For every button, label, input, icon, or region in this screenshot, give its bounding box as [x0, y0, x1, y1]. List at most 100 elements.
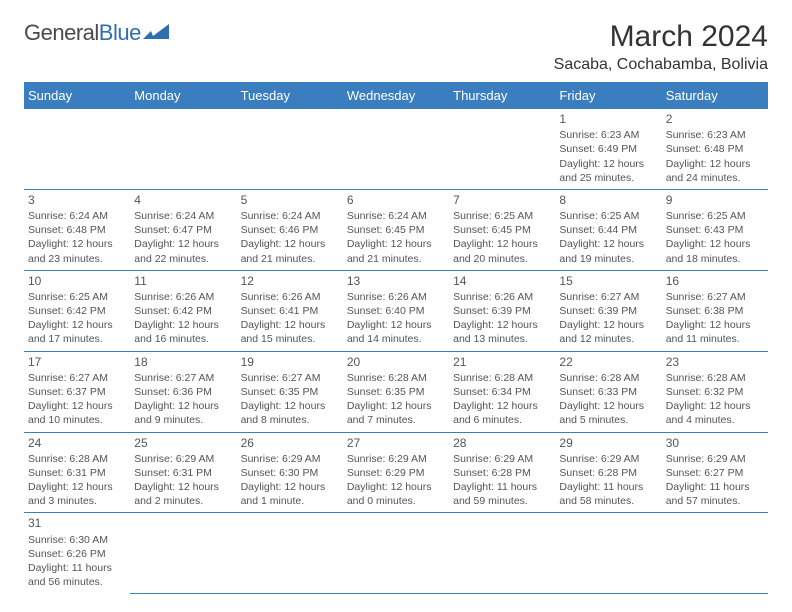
daylight-text: and 21 minutes. [347, 252, 445, 266]
daylight-text: and 20 minutes. [453, 252, 551, 266]
daylight-text: and 9 minutes. [134, 413, 232, 427]
sunset-text: Sunset: 6:37 PM [28, 385, 126, 399]
calendar-day-cell: 30Sunrise: 6:29 AMSunset: 6:27 PMDayligh… [662, 432, 768, 513]
daylight-text: Daylight: 12 hours [559, 399, 657, 413]
sunrise-text: Sunrise: 6:28 AM [28, 452, 126, 466]
daylight-text: Daylight: 12 hours [347, 237, 445, 251]
calendar-day-cell: 11Sunrise: 6:26 AMSunset: 6:42 PMDayligh… [130, 270, 236, 351]
calendar-day-cell: 23Sunrise: 6:28 AMSunset: 6:32 PMDayligh… [662, 351, 768, 432]
sunset-text: Sunset: 6:43 PM [666, 223, 764, 237]
sunset-text: Sunset: 6:35 PM [347, 385, 445, 399]
calendar-empty-cell [24, 109, 130, 189]
daylight-text: Daylight: 11 hours [666, 480, 764, 494]
day-number: 2 [666, 111, 764, 127]
daylight-text: and 22 minutes. [134, 252, 232, 266]
sunrise-text: Sunrise: 6:27 AM [28, 371, 126, 385]
weekday-header: Sunday [24, 82, 130, 109]
sunset-text: Sunset: 6:39 PM [559, 304, 657, 318]
daylight-text: and 4 minutes. [666, 413, 764, 427]
calendar-body: 1Sunrise: 6:23 AMSunset: 6:49 PMDaylight… [24, 109, 768, 593]
day-number: 13 [347, 273, 445, 289]
sunset-text: Sunset: 6:31 PM [28, 466, 126, 480]
calendar-empty-cell [662, 513, 768, 593]
calendar-empty-cell [237, 109, 343, 189]
calendar-day-cell: 13Sunrise: 6:26 AMSunset: 6:40 PMDayligh… [343, 270, 449, 351]
daylight-text: Daylight: 12 hours [134, 399, 232, 413]
brand-part1: General [24, 20, 99, 46]
calendar-day-cell: 24Sunrise: 6:28 AMSunset: 6:31 PMDayligh… [24, 432, 130, 513]
daylight-text: and 8 minutes. [241, 413, 339, 427]
sunrise-text: Sunrise: 6:23 AM [666, 128, 764, 142]
daylight-text: and 18 minutes. [666, 252, 764, 266]
sunset-text: Sunset: 6:26 PM [28, 547, 126, 561]
day-number: 29 [559, 435, 657, 451]
daylight-text: Daylight: 12 hours [559, 157, 657, 171]
daylight-text: and 25 minutes. [559, 171, 657, 185]
daylight-text: Daylight: 12 hours [347, 318, 445, 332]
sunset-text: Sunset: 6:44 PM [559, 223, 657, 237]
daylight-text: Daylight: 12 hours [241, 399, 339, 413]
sunset-text: Sunset: 6:27 PM [666, 466, 764, 480]
day-number: 31 [28, 515, 126, 531]
calendar-day-cell: 1Sunrise: 6:23 AMSunset: 6:49 PMDaylight… [555, 109, 661, 189]
calendar-day-cell: 17Sunrise: 6:27 AMSunset: 6:37 PMDayligh… [24, 351, 130, 432]
daylight-text: and 56 minutes. [28, 575, 126, 589]
daylight-text: Daylight: 11 hours [559, 480, 657, 494]
day-number: 1 [559, 111, 657, 127]
daylight-text: Daylight: 11 hours [453, 480, 551, 494]
daylight-text: Daylight: 12 hours [453, 237, 551, 251]
calendar-empty-cell [343, 109, 449, 189]
weekday-header: Wednesday [343, 82, 449, 109]
calendar-day-cell: 27Sunrise: 6:29 AMSunset: 6:29 PMDayligh… [343, 432, 449, 513]
calendar-day-cell: 9Sunrise: 6:25 AMSunset: 6:43 PMDaylight… [662, 189, 768, 270]
daylight-text: and 6 minutes. [453, 413, 551, 427]
sunrise-text: Sunrise: 6:27 AM [134, 371, 232, 385]
calendar-empty-cell [343, 513, 449, 593]
daylight-text: Daylight: 12 hours [241, 237, 339, 251]
daylight-text: Daylight: 12 hours [453, 399, 551, 413]
calendar-day-cell: 5Sunrise: 6:24 AMSunset: 6:46 PMDaylight… [237, 189, 343, 270]
daylight-text: and 16 minutes. [134, 332, 232, 346]
daylight-text: Daylight: 12 hours [453, 318, 551, 332]
sunset-text: Sunset: 6:42 PM [134, 304, 232, 318]
sunrise-text: Sunrise: 6:23 AM [559, 128, 657, 142]
daylight-text: and 3 minutes. [28, 494, 126, 508]
calendar-day-cell: 7Sunrise: 6:25 AMSunset: 6:45 PMDaylight… [449, 189, 555, 270]
month-title: March 2024 [554, 20, 768, 54]
calendar-day-cell: 6Sunrise: 6:24 AMSunset: 6:45 PMDaylight… [343, 189, 449, 270]
sunset-text: Sunset: 6:49 PM [559, 142, 657, 156]
day-number: 22 [559, 354, 657, 370]
calendar-week-row: 31 Sunrise: 6:30 AMSunset: 6:26 PMDayligh… [24, 513, 768, 593]
sunrise-text: Sunrise: 6:28 AM [559, 371, 657, 385]
sunrise-text: Sunrise: 6:25 AM [666, 209, 764, 223]
calendar-day-cell: 8Sunrise: 6:25 AMSunset: 6:44 PMDaylight… [555, 189, 661, 270]
daylight-text: and 5 minutes. [559, 413, 657, 427]
daylight-text: Daylight: 12 hours [28, 480, 126, 494]
weekday-header: Tuesday [237, 82, 343, 109]
daylight-text: Daylight: 12 hours [666, 157, 764, 171]
calendar-empty-cell [449, 513, 555, 593]
title-block: March 2024 Sacaba, Cochabamba, Bolivia [554, 20, 768, 74]
sunrise-text: Sunrise: 6:25 AM [559, 209, 657, 223]
day-number: 5 [241, 192, 339, 208]
day-number: 27 [347, 435, 445, 451]
brand-part2: Blue [99, 20, 141, 46]
location-text: Sacaba, Cochabamba, Bolivia [554, 56, 768, 74]
day-number: 26 [241, 435, 339, 451]
daylight-text: Daylight: 11 hours [28, 561, 126, 575]
daylight-text: Daylight: 12 hours [559, 318, 657, 332]
sunrise-text: Sunrise: 6:30 AM [28, 533, 126, 547]
sunset-text: Sunset: 6:29 PM [347, 466, 445, 480]
flag-icon [143, 24, 169, 42]
daylight-text: and 2 minutes. [134, 494, 232, 508]
sunrise-text: Sunrise: 6:29 AM [453, 452, 551, 466]
day-number: 7 [453, 192, 551, 208]
calendar-day-cell: 2Sunrise: 6:23 AMSunset: 6:48 PMDaylight… [662, 109, 768, 189]
calendar-week-row: 17Sunrise: 6:27 AMSunset: 6:37 PMDayligh… [24, 351, 768, 432]
sunrise-text: Sunrise: 6:29 AM [559, 452, 657, 466]
sunset-text: Sunset: 6:28 PM [453, 466, 551, 480]
day-number: 28 [453, 435, 551, 451]
calendar-empty-cell [555, 513, 661, 593]
weekday-header: Monday [130, 82, 236, 109]
sunset-text: Sunset: 6:40 PM [347, 304, 445, 318]
